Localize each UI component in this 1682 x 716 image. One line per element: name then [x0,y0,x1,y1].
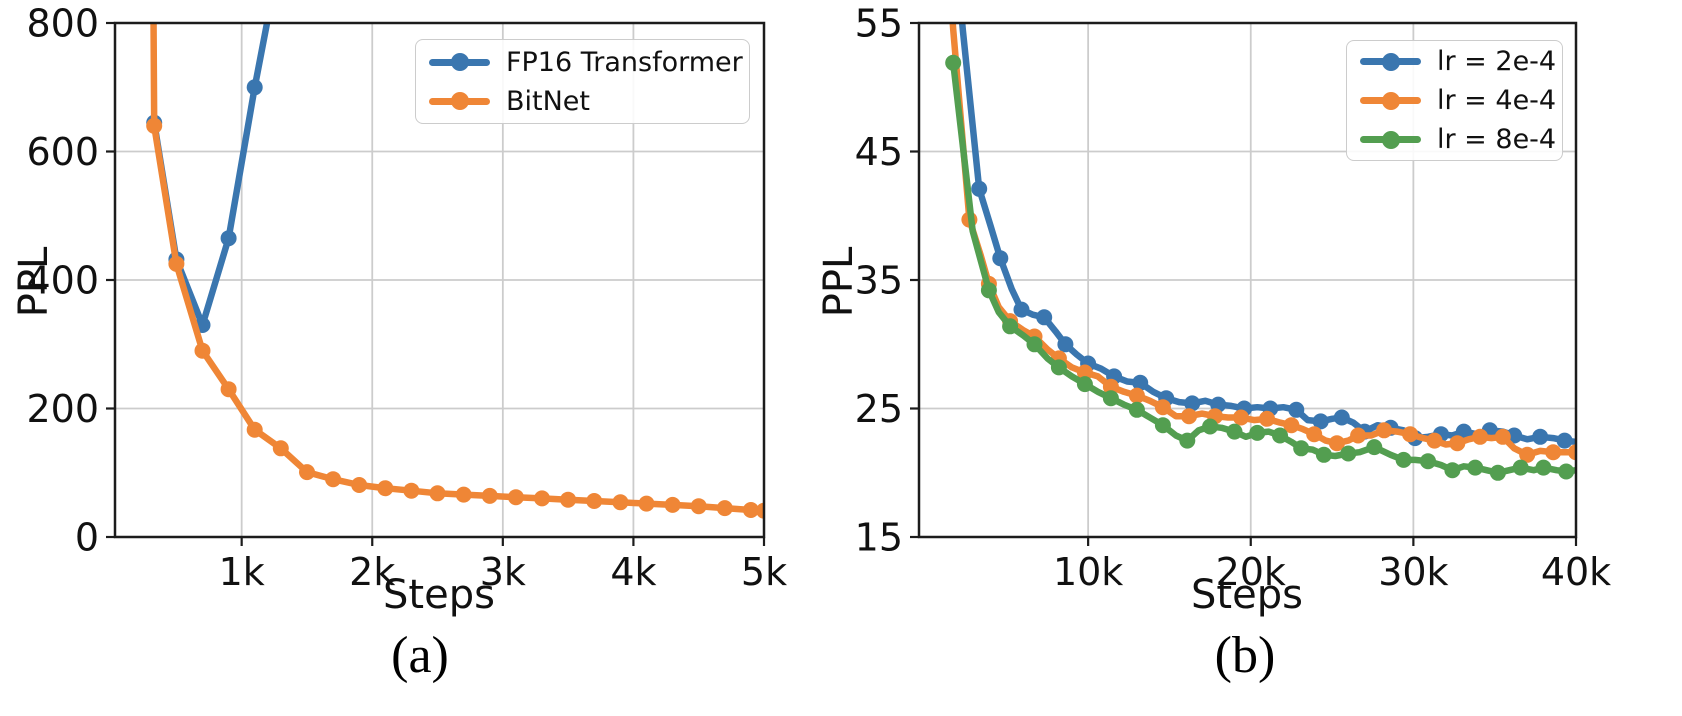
legend-item-bitnet: BitNet [416,82,749,121]
lr2e4-marker-icon [1381,52,1400,71]
panel-b-spines [917,21,1578,539]
legend-label: FP16 Transformer [506,46,743,78]
fp16-marker-icon [450,53,469,71]
panel-b: 10k 20k 30k 40k 15 25 35 45 55 [855,2,1612,595]
lr8e4-marker-icon [1381,130,1400,149]
svg-text:2k: 2k [349,550,395,594]
legend-item-lr-2e-4: lr = 2e-4 [1347,42,1562,81]
series-lr-8e-4 [945,54,1576,481]
series-lr-4e-4 [949,23,1576,463]
lr8e4-line-swatch-icon [1360,130,1421,149]
panel-a-ticks [106,21,766,546]
panel-b-ticks [910,21,1578,546]
panel-a-ylabel: PPL [11,246,57,318]
legend-label: lr = 2e-4 [1437,46,1557,77]
lr4e4-marker-icon [1381,91,1400,110]
series-fp16-transformer [146,23,271,333]
panel-b-xlabel: Steps [1191,572,1303,618]
svg-text:3k: 3k [480,550,526,594]
svg-text:25: 25 [855,387,903,431]
panel-b-tick-labels: 10k 20k 30k 40k 15 25 35 45 55 [855,2,1612,595]
legend-item-fp16-transformer: FP16 Transformer [416,43,749,82]
svg-text:15: 15 [855,516,903,560]
panel-a-tick-labels: 1k 2k 3k 4k 5k 0 200 400 600 800 [26,2,787,595]
svg-text:0: 0 [75,516,99,560]
svg-text:1k: 1k [219,550,265,594]
svg-text:55: 55 [855,2,903,46]
svg-text:20k: 20k [1216,550,1286,594]
caption-b: (b) [1214,627,1276,684]
lr2e4-line-swatch-icon [1360,52,1421,71]
lr4e4-line-swatch-icon [1360,91,1421,110]
panel-a: 1k 2k 3k 4k 5k 0 200 400 600 800 [26,2,787,595]
svg-text:45: 45 [855,130,903,174]
legend-item-lr-8e-4: lr = 8e-4 [1347,120,1562,159]
svg-text:10k: 10k [1053,550,1123,594]
caption-a: (a) [391,627,449,684]
panel-b-legend: lr = 2e-4 lr = 4e-4 lr = 8e-4 [1346,40,1563,161]
legend-label: lr = 8e-4 [1437,124,1557,155]
legend-label: BitNet [506,85,591,117]
svg-text:35: 35 [855,259,903,303]
series-bitnet [146,23,764,519]
bitnet-line-swatch-icon [429,92,490,110]
legend-label: lr = 4e-4 [1437,85,1557,116]
svg-text:40k: 40k [1541,550,1611,594]
legend-item-lr-4e-4: lr = 4e-4 [1347,81,1562,120]
fp16-line-swatch-icon [429,53,490,71]
svg-text:800: 800 [26,2,99,46]
svg-text:400: 400 [26,259,99,303]
panel-a-spines [113,21,766,539]
svg-text:30k: 30k [1378,550,1448,594]
bitnet-marker-icon [450,92,469,110]
panel-b-ylabel: PPL [816,246,862,318]
svg-text:5k: 5k [741,550,787,594]
svg-text:4k: 4k [610,550,656,594]
panel-a-legend: FP16 Transformer BitNet [415,39,750,124]
svg-text:600: 600 [26,130,99,174]
svg-text:200: 200 [26,387,99,431]
panel-a-xlabel: Steps [383,572,495,618]
